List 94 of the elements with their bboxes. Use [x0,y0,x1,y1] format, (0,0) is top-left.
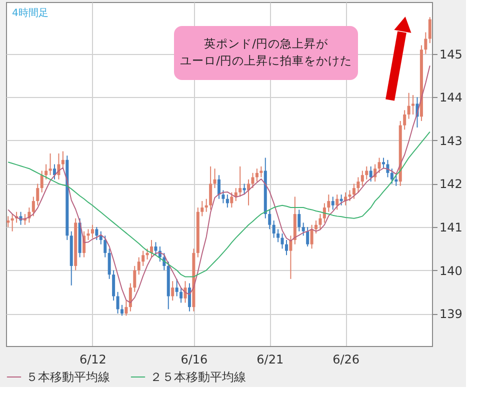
candlestick [175,278,178,297]
candlestick [184,280,187,304]
candlestick [120,304,124,316]
candlestick [394,174,398,186]
candlestick [356,176,360,193]
candlestick [209,166,212,210]
candlestick [369,166,372,182]
y-tick-label: 140 [440,264,462,278]
y-tick-label: 145 [440,47,462,62]
candlestick [171,280,174,302]
candlestick [104,235,107,258]
candlestick [116,291,120,314]
candlestick [40,170,44,193]
candlestick [378,157,381,174]
candlestick [255,168,258,182]
candlestick [365,166,368,180]
annotation: ユーロ/円の上昇に拍車をかけた [180,54,352,68]
candlestick [108,248,111,280]
candlestick [412,94,415,116]
candlestick [230,192,234,208]
y-tick-label: 143 [440,134,462,148]
candlestick [222,190,225,204]
candlestick [318,214,322,230]
legend-label: ２５本移動平均線 [150,370,246,384]
candlestick [310,224,314,250]
candlestick [340,194,343,206]
candlestick [188,282,191,312]
x-tick-label: 6/21 [256,352,284,366]
y-tick-label: 139 [440,307,462,322]
candlestick [53,164,56,180]
candlestick [336,194,339,210]
candlestick [128,282,132,312]
y-tick-label: 142 [440,177,462,192]
candlestick [242,183,246,196]
x-tick-label: 6/12 [79,352,106,366]
candlestick [204,198,208,212]
candlestick [247,178,250,206]
candlestick [428,16,432,44]
candlestick [213,168,216,189]
line-series [8,131,430,278]
candlestick [112,270,116,302]
candlestick [272,220,276,238]
candlestick [298,209,301,232]
candlestick [6,216,10,228]
candlestick [327,194,330,212]
candlestick [154,242,158,256]
candlestick [276,228,280,243]
candlestick [124,300,128,316]
candlestick [146,248,149,260]
candlestick [180,287,183,304]
candlestick [251,172,254,189]
candlestick [137,256,140,276]
y-tick-label: 141 [440,220,462,235]
candlestick [226,194,229,208]
candlestick [48,152,52,176]
candlestick [322,202,326,224]
candlestick [280,232,284,250]
candlestick [142,250,145,266]
candlestick [32,196,35,217]
candlestick [390,168,394,184]
candlestick [268,209,272,230]
annotation: 英ポンド/円の急上昇が [204,36,329,50]
candlestick [407,92,410,120]
candlestick [133,265,136,292]
candlestick [289,235,292,280]
candlestick [200,200,204,217]
candlestick [302,222,305,236]
candlestick [306,226,310,247]
candlestick [238,166,242,198]
candlestick [424,32,428,54]
x-tick-label: 6/26 [332,352,360,366]
candlestick [44,164,48,180]
candlestick [36,183,40,206]
candlestick [218,174,220,200]
annotation: 4時間足 [12,7,48,19]
candlestick [331,196,334,210]
candlestick [352,183,356,200]
candlestick [95,226,98,240]
candlestick [348,190,352,202]
candlestick [382,157,385,170]
candlestick [314,220,318,234]
x-tick-label: 6/16 [180,352,208,366]
candlestick [403,110,406,130]
candlestick [90,224,94,238]
candlestick [10,214,14,232]
candlestick [86,228,90,240]
legend-label: ５本移動平均線 [26,370,110,384]
candlestick [360,170,364,186]
candlestick [260,166,263,178]
y-tick-label: 144 [440,90,462,105]
candlestick [99,230,102,245]
candlestick [284,239,288,256]
candlestick [61,150,64,170]
candlestick [150,239,154,258]
